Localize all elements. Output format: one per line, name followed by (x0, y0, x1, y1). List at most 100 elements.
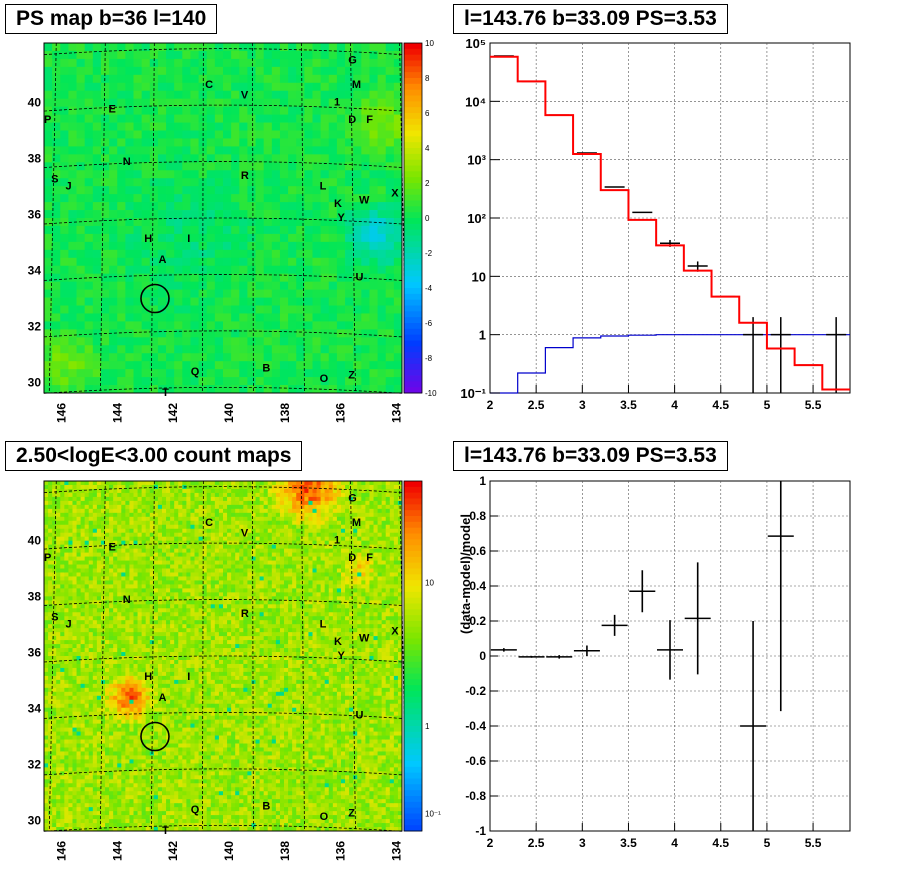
map-cell (223, 345, 232, 354)
map-cell (353, 385, 362, 394)
map-cell (113, 620, 118, 625)
map-cell (72, 604, 77, 609)
map-cell (64, 568, 69, 573)
map-cell (336, 186, 346, 195)
map-cell (84, 811, 90, 816)
map-cell (133, 743, 138, 748)
map-cell (100, 146, 110, 155)
map-cell (361, 186, 370, 195)
map-cell (279, 202, 289, 211)
map-cell (157, 687, 163, 693)
map-cell (385, 194, 395, 203)
map-cell (141, 146, 151, 155)
map-cell (44, 313, 53, 322)
map-cell (153, 516, 159, 522)
map-cell (113, 548, 118, 553)
map-cell (137, 803, 143, 808)
map-cell (141, 767, 147, 772)
map-cell (48, 612, 53, 617)
map-cell (174, 265, 183, 275)
map-cell (393, 313, 403, 322)
map-cell (141, 763, 147, 768)
map-cell (76, 385, 86, 394)
map-cell (214, 154, 224, 163)
map-cell (44, 823, 49, 828)
map-cell (56, 779, 61, 784)
map-cell (377, 106, 387, 115)
source-label-I: I (187, 233, 190, 245)
map-cell (96, 624, 102, 629)
y-tick-label: 30 (28, 376, 42, 390)
map-cell (109, 548, 114, 553)
map-cell (393, 241, 403, 251)
map-cell (157, 568, 163, 573)
map-cell (96, 576, 102, 581)
map-cell (145, 703, 151, 709)
map-cell (279, 138, 289, 147)
map-cell (72, 484, 77, 490)
map-cell (206, 265, 216, 275)
map-cell (296, 90, 305, 100)
map-cell (68, 767, 73, 772)
map-cell (174, 600, 179, 605)
map-cell (361, 385, 370, 394)
map-cell (100, 596, 106, 601)
map-cell (80, 632, 86, 637)
map-cell (125, 755, 130, 760)
source-label-L: L (320, 181, 327, 193)
map-cell (92, 691, 98, 697)
map-cell (377, 289, 387, 298)
map-cell (149, 146, 159, 155)
map-cell (296, 241, 305, 251)
map-cell (72, 572, 77, 577)
map-cell (353, 369, 362, 378)
map-cell (296, 361, 305, 370)
map-cell (353, 130, 362, 139)
map-cell (44, 560, 49, 565)
map-cell (141, 827, 147, 832)
map-cell (60, 648, 65, 653)
map-cell (121, 751, 126, 756)
map-cell (336, 66, 346, 76)
map-cell (145, 652, 151, 657)
map-cell (369, 66, 378, 76)
map-cell (288, 361, 297, 370)
map-cell (133, 620, 138, 625)
map-cell (288, 90, 297, 100)
map-cell (369, 82, 378, 92)
map-cell (206, 329, 216, 338)
map-cell (48, 699, 53, 705)
map-cell (170, 787, 175, 792)
map-cell (166, 747, 171, 752)
map-cell (72, 659, 77, 665)
map-cell (166, 644, 171, 649)
map-cell (137, 763, 143, 768)
map-cell (44, 767, 49, 772)
map-cell (170, 612, 175, 617)
map-cell (393, 321, 403, 330)
longitude-line (99, 42, 106, 394)
map-cell (52, 628, 57, 633)
map-cell (133, 361, 143, 370)
map-cell (52, 675, 57, 681)
map-cell (328, 82, 338, 92)
map-cell (96, 544, 102, 550)
map-cell (88, 691, 94, 697)
map-cell (161, 656, 167, 661)
map-cell (84, 739, 90, 744)
map-cell (166, 50, 175, 60)
map-cell (223, 385, 232, 394)
map-cell (117, 106, 126, 115)
map-cell (166, 568, 171, 573)
map-cell (96, 520, 102, 526)
map-cell (157, 691, 163, 697)
map-cell (56, 532, 61, 538)
map-cell (271, 210, 281, 219)
map-cell (133, 576, 138, 581)
map-cell (141, 803, 147, 808)
map-cell (48, 683, 53, 689)
map-cell (255, 170, 265, 179)
map-cell (296, 186, 305, 195)
map-cell (100, 775, 106, 780)
